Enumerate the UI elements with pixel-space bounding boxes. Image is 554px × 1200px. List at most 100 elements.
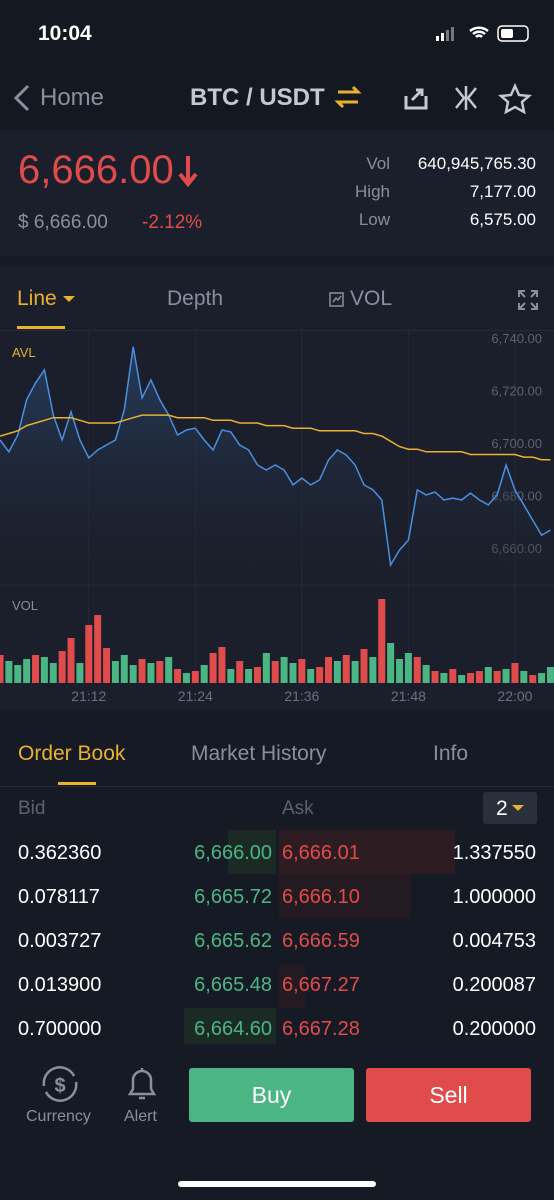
stat-label: Vol xyxy=(366,154,390,173)
nav-icons[interactable] xyxy=(334,82,534,114)
alert-icon[interactable] xyxy=(124,1064,160,1104)
volume-bar xyxy=(120,655,128,683)
volume-bar xyxy=(316,667,324,683)
volume-bar xyxy=(165,657,173,683)
volume-bar xyxy=(200,665,208,683)
bid-amount: 0.078117 xyxy=(18,886,100,908)
status-icons xyxy=(436,25,529,42)
ask-price: 6,667.27 xyxy=(282,974,360,996)
volume-bar xyxy=(396,659,404,683)
precision[interactable]: 2 xyxy=(496,797,508,820)
tab-order-book[interactable]: Order Book xyxy=(18,742,126,765)
volume-bar xyxy=(23,659,31,683)
volume-bar xyxy=(387,643,395,683)
volume-bar xyxy=(147,663,155,683)
legend-label: AVL xyxy=(12,345,36,360)
tab-line[interactable]: Line xyxy=(17,287,57,310)
ask-amount: 1.000000 xyxy=(452,886,536,908)
volume-bar xyxy=(67,638,75,683)
back-label[interactable]: Home xyxy=(40,84,105,111)
volume-bar xyxy=(0,655,4,683)
volume-bar xyxy=(520,671,528,683)
stat-value: 6,575.00 xyxy=(469,210,536,229)
volume-bar xyxy=(32,655,40,683)
volume-bar xyxy=(40,657,48,683)
pair[interactable]: BTC / USDT xyxy=(190,84,325,111)
currency-label[interactable]: Currency xyxy=(26,1108,91,1125)
last-price: 6,666.00 xyxy=(18,148,174,192)
bid-amount: 0.003727 xyxy=(18,930,102,952)
tab-info[interactable]: Info xyxy=(433,742,469,765)
volume-bar xyxy=(289,663,297,683)
bid-amount: 0.700000 xyxy=(18,1018,102,1040)
volume-bar xyxy=(538,673,546,683)
fullscreen-icon[interactable] xyxy=(517,289,539,311)
ask-amount: 1.337550 xyxy=(452,842,536,864)
volume-bar xyxy=(182,673,190,683)
tab-vol[interactable]: VOL xyxy=(350,287,393,310)
tab-underline xyxy=(58,782,96,785)
volume-bar xyxy=(85,625,93,683)
volume-bar xyxy=(218,647,226,683)
bid-price: 6,665.62 xyxy=(194,930,272,952)
volume-bar xyxy=(280,657,288,683)
sell-button[interactable]: Sell xyxy=(366,1068,531,1122)
x-tick-label: 21:36 xyxy=(284,688,319,704)
precision-select[interactable] xyxy=(483,792,537,824)
volume-bar xyxy=(298,659,306,683)
bid-amount: 0.362360 xyxy=(18,842,102,864)
volume-bar xyxy=(529,675,537,683)
volume-bar xyxy=(94,615,102,683)
volume-bar xyxy=(245,669,253,683)
change: -2.12% xyxy=(142,212,203,233)
volume-bar xyxy=(49,663,57,683)
volume-bar xyxy=(138,659,146,683)
x-tick-label: 22:00 xyxy=(497,688,532,704)
volume-bar xyxy=(493,671,501,683)
tab-market-history[interactable]: Market History xyxy=(191,742,327,765)
volume-bar xyxy=(511,663,519,683)
volume-bar xyxy=(422,665,430,683)
y-tick-label: 6,740.00 xyxy=(491,331,542,346)
ask-price: 6,666.01 xyxy=(282,842,360,864)
bid-amount: 0.013900 xyxy=(18,974,102,996)
volume-bar xyxy=(369,657,377,683)
volume-bar xyxy=(111,661,119,683)
ask-amount: 0.200087 xyxy=(452,974,536,996)
alert-label[interactable]: Alert xyxy=(124,1108,157,1125)
volume-bar xyxy=(324,657,332,683)
x-tick-label: 21:12 xyxy=(71,688,106,704)
price-chart: 21:12 21:24 21:36 21:48 22:00 6,740.00 6,720.0… xyxy=(0,330,554,704)
volume-bar xyxy=(404,653,412,683)
ticker-panel xyxy=(0,130,554,256)
volume-bar xyxy=(360,649,368,683)
back-icon[interactable] xyxy=(10,82,34,114)
volume-bar xyxy=(58,651,66,683)
y-tick-label: 6,700.00 xyxy=(491,436,542,451)
divider xyxy=(0,786,554,787)
volume-label: VOL xyxy=(12,598,38,613)
volume-bar xyxy=(333,661,341,683)
volume-bar xyxy=(342,655,350,683)
volume-bar xyxy=(475,671,483,683)
ask-price: 6,666.10 xyxy=(282,886,360,908)
volume-bar xyxy=(449,669,457,683)
tab-depth[interactable]: Depth xyxy=(167,287,224,310)
price-area xyxy=(0,346,551,570)
stat-value: 7,177.00 xyxy=(469,182,536,201)
vol-icon xyxy=(329,292,344,307)
volume-bar xyxy=(431,671,439,683)
buy-button[interactable]: Buy xyxy=(189,1068,354,1122)
bid-price: 6,664.60 xyxy=(194,1018,272,1040)
tab-caret xyxy=(63,296,75,302)
volume-bar xyxy=(440,673,448,683)
volume-bar xyxy=(378,599,386,683)
stat-value: 640,945,765.30 xyxy=(417,154,536,173)
precision-caret xyxy=(512,805,524,811)
bid-price: 6,665.72 xyxy=(194,886,272,908)
volume-bar xyxy=(546,667,554,683)
volume-bar xyxy=(236,661,244,683)
currency-icon[interactable]: $ xyxy=(36,1064,84,1104)
volume-bar xyxy=(413,657,421,683)
volume-bar xyxy=(174,669,182,683)
